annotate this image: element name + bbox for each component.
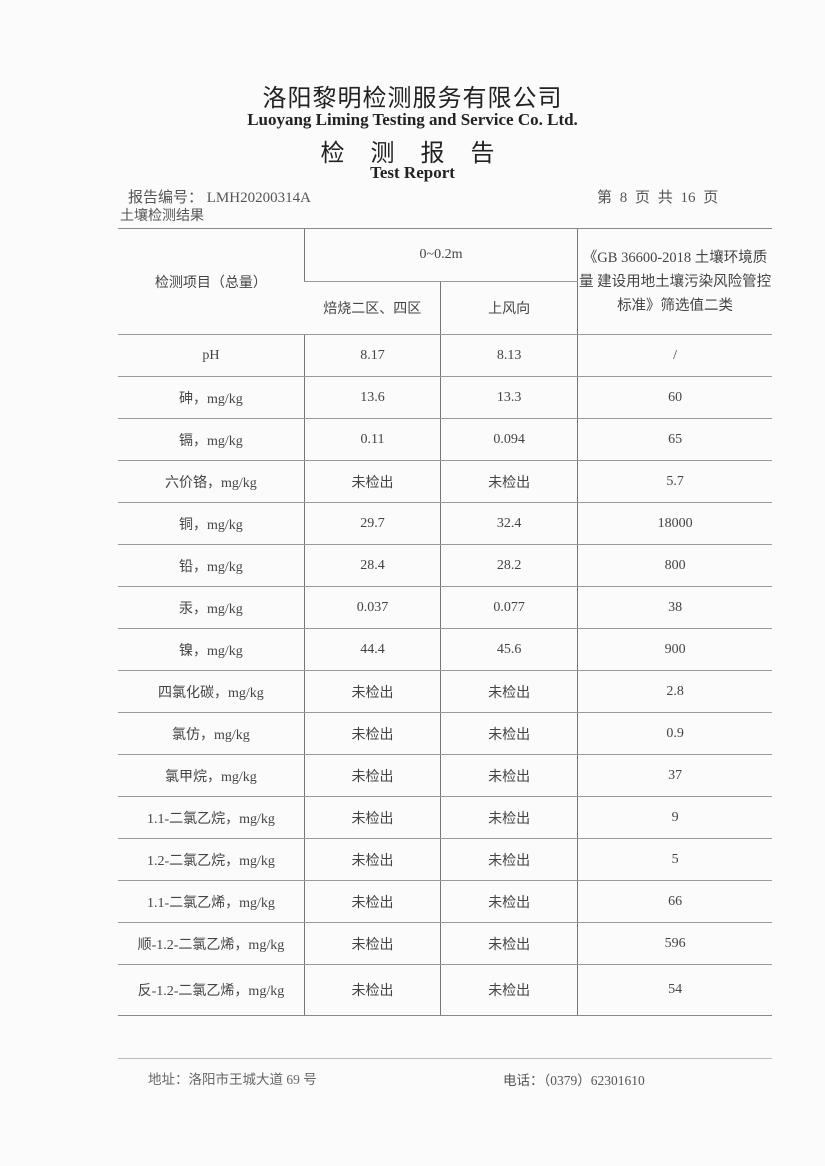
cell-site-1: 44.4: [303, 628, 441, 671]
cell-site-1: 未检出: [303, 922, 441, 965]
report-title-cn: 检 测 报 告: [320, 141, 505, 167]
cell-site-1: 未检出: [303, 754, 441, 797]
cell-site-1: 29.7: [303, 502, 441, 545]
cell-site-2: 0.094: [440, 418, 578, 461]
cell-item: 六价铬，mg/kg: [118, 460, 305, 503]
table-row: 氯仿，mg/kg 未检出 未检出 0.9: [118, 712, 772, 755]
report-title-en: Test Report: [370, 163, 455, 182]
cell-standard: 18000: [577, 502, 772, 545]
cell-standard: 5.7: [577, 460, 772, 503]
table-row: 汞，mg/kg 0.037 0.077 38: [118, 586, 772, 629]
cell-item: 1.1-二氯乙烷，mg/kg: [118, 796, 305, 839]
header-depth: 0~0.2m: [303, 228, 578, 282]
table-row: 四氯化碳，mg/kg 未检出 未检出 2.8: [118, 670, 772, 713]
cell-standard: 5: [577, 838, 772, 881]
cell-item: 反-1.2-二氯乙烯，mg/kg: [118, 964, 305, 1016]
cell-item: 1.2-二氯乙烷，mg/kg: [118, 838, 305, 881]
cell-standard: 54: [577, 964, 772, 1016]
cell-site-2: 8.13: [440, 334, 578, 377]
cell-item: 汞，mg/kg: [118, 586, 305, 629]
cell-item: pH: [118, 334, 305, 377]
cell-item: 铜，mg/kg: [118, 502, 305, 545]
results-table: 检测项目（总量） 0~0.2m 《GB 36600-2018 土壤环境质量 建设…: [118, 228, 772, 1016]
cell-item: 1.1-二氯乙烯，mg/kg: [118, 880, 305, 923]
cell-site-1: 未检出: [303, 880, 441, 923]
cell-standard: 900: [577, 628, 772, 671]
cell-item: 顺-1.2-二氯乙烯，mg/kg: [118, 922, 305, 965]
table-row: 镉，mg/kg 0.11 0.094 65: [118, 418, 772, 461]
table-row: pH 8.17 8.13/: [118, 334, 772, 377]
table-row: 氯甲烷，mg/kg 未检出 未检出 37: [118, 754, 772, 797]
cell-site-2: 未检出: [440, 754, 578, 797]
table-row: 铅，mg/kg 28.4 28.2 800: [118, 544, 772, 587]
cell-site-2: 28.2: [440, 544, 578, 587]
cell-site-2: 未检出: [440, 922, 578, 965]
cell-site-2: 未检出: [440, 964, 578, 1016]
cell-standard: 65: [577, 418, 772, 461]
report-number: 报告编号： LMH20200314A: [128, 190, 311, 206]
header-item: 检测项目（总量）: [118, 228, 305, 335]
cell-standard: 9: [577, 796, 772, 839]
cell-site-1: 未检出: [303, 460, 441, 503]
footer-phone: 电话：（0379）62301610: [503, 1073, 645, 1088]
cell-standard: 37: [577, 754, 772, 797]
cell-site-2: 0.077: [440, 586, 578, 629]
cell-site-2: 未检出: [440, 670, 578, 713]
cell-standard: 60: [577, 376, 772, 419]
header-site-1: 焙烧二区、四区: [304, 281, 441, 335]
cell-item: 镉，mg/kg: [118, 418, 305, 461]
table-row: 反-1.2-二氯乙烯，mg/kg 未检出 未检出 54: [118, 964, 772, 1016]
table-row: 六价铬，mg/kg 未检出 未检出 5.7: [118, 460, 772, 503]
footer-divider: [118, 1058, 772, 1059]
cell-site-1: 未检出: [303, 796, 441, 839]
cell-site-1: 未检出: [303, 838, 441, 881]
cell-standard: 596: [577, 922, 772, 965]
cell-item: 氯仿，mg/kg: [118, 712, 305, 755]
cell-site-2: 未检出: [440, 460, 578, 503]
company-name-en: Luoyang Liming Testing and Service Co. L…: [247, 110, 578, 129]
cell-site-2: 未检出: [440, 880, 578, 923]
cell-site-2: 未检出: [440, 712, 578, 755]
cell-site-1: 未检出: [303, 964, 441, 1016]
cell-site-2: 45.6: [440, 628, 578, 671]
cell-item: 镍，mg/kg: [118, 628, 305, 671]
cell-item: 四氯化碳，mg/kg: [118, 670, 305, 713]
cell-site-1: 8.17: [303, 334, 441, 377]
cell-site-1: 28.4: [303, 544, 441, 587]
footer-address: 地址：洛阳市王城大道 69 号: [148, 1072, 317, 1087]
cell-site-1: 13.6: [303, 376, 441, 419]
table-row: 镍，mg/kg 44.4 45.6 900: [118, 628, 772, 671]
cell-standard: 66: [577, 880, 772, 923]
table-row: 1.1-二氯乙烯，mg/kg 未检出 未检出 66: [118, 880, 772, 923]
cell-site-1: 0.11: [303, 418, 441, 461]
header-standard: 《GB 36600-2018 土壤环境质量 建设用地土壤污染风险管控标准》筛选值…: [577, 228, 772, 335]
page-number: 第 8 页 共 16 页: [597, 190, 719, 206]
cell-site-2: 13.3: [440, 376, 578, 419]
header-site-2: 上风向: [440, 281, 578, 335]
cell-site-1: 未检出: [303, 670, 441, 713]
cell-standard: 800: [577, 544, 772, 587]
company-name-cn: 洛阳黎明检测服务有限公司: [262, 86, 563, 112]
cell-standard: 38: [577, 586, 772, 629]
cell-site-1: 未检出: [303, 712, 441, 755]
cell-site-1: 0.037: [303, 586, 441, 629]
cell-standard: /: [577, 334, 772, 377]
cell-item: 砷，mg/kg: [118, 376, 305, 419]
table-row: 砷，mg/kg 13.6 13.3 60: [118, 376, 772, 419]
cell-standard: 2.8: [577, 670, 772, 713]
table-row: 顺-1.2-二氯乙烯，mg/kg 未检出 未检出 596: [118, 922, 772, 965]
table-row: 铜，mg/kg 29.7 32.4 18000: [118, 502, 772, 545]
cell-item: 氯甲烷，mg/kg: [118, 754, 305, 797]
cell-standard: 0.9: [577, 712, 772, 755]
cell-site-2: 未检出: [440, 796, 578, 839]
cell-site-2: 未检出: [440, 838, 578, 881]
section-title: 土壤检测结果: [120, 209, 204, 224]
table-row: 1.1-二氯乙烷，mg/kg 未检出 未检出 9: [118, 796, 772, 839]
cell-item: 铅，mg/kg: [118, 544, 305, 587]
cell-site-2: 32.4: [440, 502, 578, 545]
table-row: 1.2-二氯乙烷，mg/kg 未检出 未检出 5: [118, 838, 772, 881]
